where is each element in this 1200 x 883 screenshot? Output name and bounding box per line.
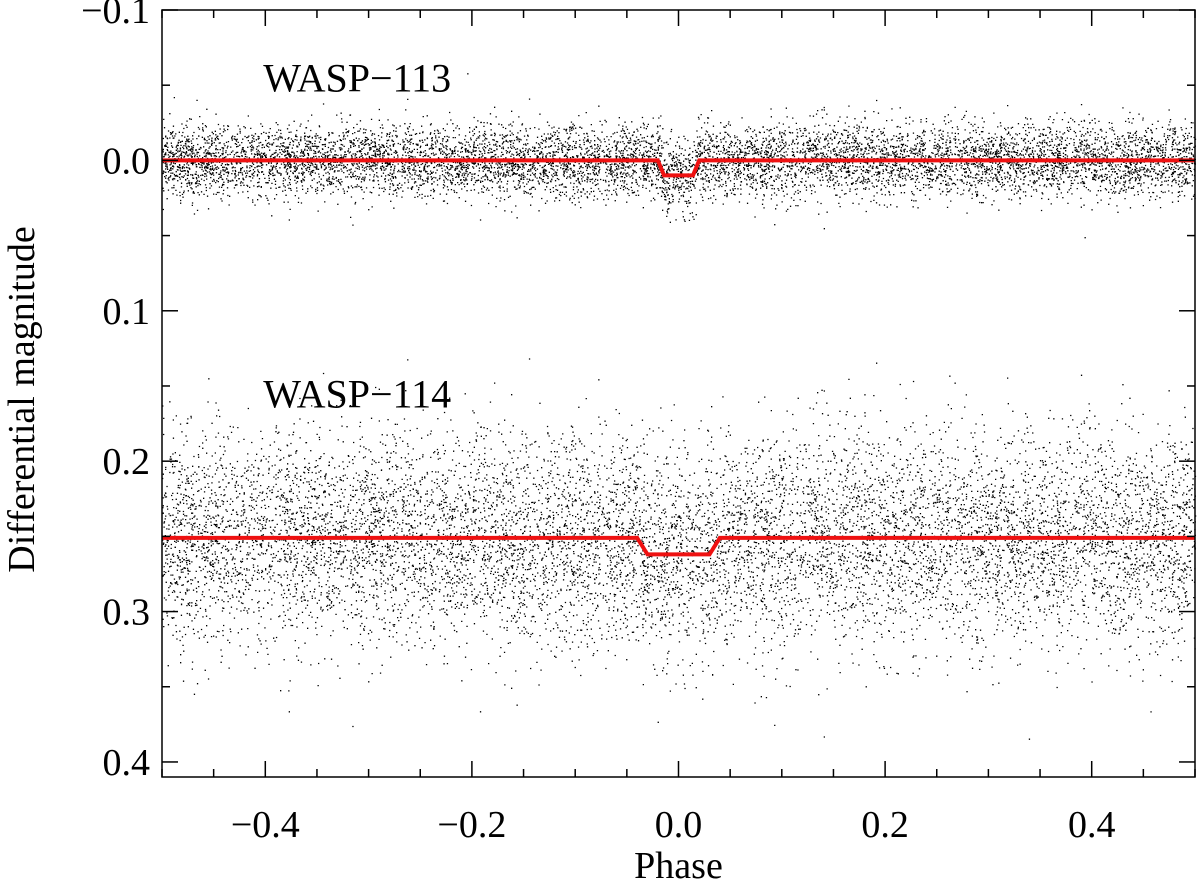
y-tick-label: 0.1 (103, 291, 151, 333)
x-tick-label: −0.2 (437, 804, 506, 846)
y-axis-title: Differential magnitude (1, 226, 43, 572)
y-tick-label: 0.3 (103, 592, 151, 634)
model-curve-2 (162, 535, 1195, 557)
series-label-wasp-114: WASP−114 (263, 372, 451, 417)
model-curves (162, 158, 1195, 557)
x-axis-title: Phase (634, 845, 723, 883)
tick-labels: −0.4 −0.2 0.0 0.2 0.4 −0.1 0.0 0.1 0.2 0.3 0.4 (81, 0, 1115, 846)
x-tick-label: 0.4 (1068, 804, 1116, 846)
model-curve-1 (162, 158, 1195, 178)
y-tick-label: 0.4 (103, 742, 151, 784)
x-tick-label: 0.0 (655, 804, 703, 846)
x-tick-label: −0.4 (231, 804, 300, 846)
y-tick-label: 0.2 (103, 441, 151, 483)
series-label-wasp-113: WASP−113 (263, 56, 451, 101)
y-tick-label: −0.1 (81, 0, 150, 32)
y-tick-label: 0.0 (103, 140, 151, 182)
series-labels: WASP−113 WASP−114 (263, 56, 451, 417)
x-tick-label: 0.2 (861, 804, 909, 846)
axis-ticks (161, 9, 1196, 777)
